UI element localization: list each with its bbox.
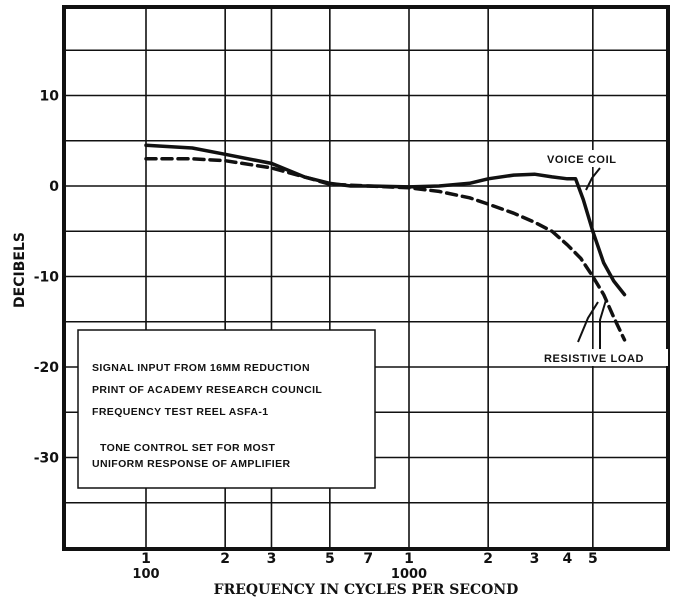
x-tick-label: 1 <box>141 551 151 567</box>
x-decade-label: 100 <box>132 567 159 582</box>
note-line-1: SIGNAL INPUT FROM 16MM REDUCTION <box>92 362 310 374</box>
x-tick-label: 2 <box>483 551 493 567</box>
x-tick-label: 3 <box>267 551 277 567</box>
voice-coil-label: VOICE COIL <box>547 154 617 166</box>
x-tick-label: 1 <box>404 551 414 567</box>
x-tick-label: 4 <box>562 551 572 567</box>
y-tick-label: -10 <box>34 270 60 286</box>
y-tick-label: -20 <box>34 360 60 376</box>
resistive-load-leader <box>577 301 599 343</box>
series-line-2 <box>144 157 627 342</box>
note-line-2: PRINT OF ACADEMY RESEARCH COUNCIL <box>92 384 322 396</box>
y-tick-label: 10 <box>40 89 60 105</box>
x-tick-label: 2 <box>220 551 230 567</box>
note-box <box>77 329 376 489</box>
x-axis-label: FREQUENCY IN CYCLES PER SECOND <box>214 582 519 598</box>
note-line-3: FREQUENCY TEST REEL ASFA-1 <box>92 406 268 418</box>
y-axis-label: DECIBELS <box>12 232 28 308</box>
note-line-4: TONE CONTROL SET FOR MOST <box>100 442 275 454</box>
plot-frame <box>62 5 670 551</box>
note-line-5: UNIFORM RESPONSE OF AMPLIFIER <box>92 458 290 470</box>
resistive-load-label-bg <box>540 349 668 366</box>
voice-coil-lower-leader <box>599 299 607 349</box>
x-tick-label: 7 <box>363 551 373 567</box>
voice-coil-leader <box>585 167 601 191</box>
series-line-1 <box>144 143 627 297</box>
y-tick-labels: 10 0 -10 -20 -30 <box>34 89 60 467</box>
y-tick-label: -30 <box>34 451 60 467</box>
x-decade-label: 1000 <box>391 567 427 582</box>
resistive-load-label: RESISTIVE LOAD <box>544 353 644 365</box>
x-tick-label: 5 <box>325 551 335 567</box>
voice-coil-label-bg <box>542 150 632 167</box>
series-group <box>144 143 627 342</box>
x-tick-label: 3 <box>530 551 540 567</box>
x-tick-label: 5 <box>588 551 598 567</box>
y-tick-label: 0 <box>49 179 59 195</box>
